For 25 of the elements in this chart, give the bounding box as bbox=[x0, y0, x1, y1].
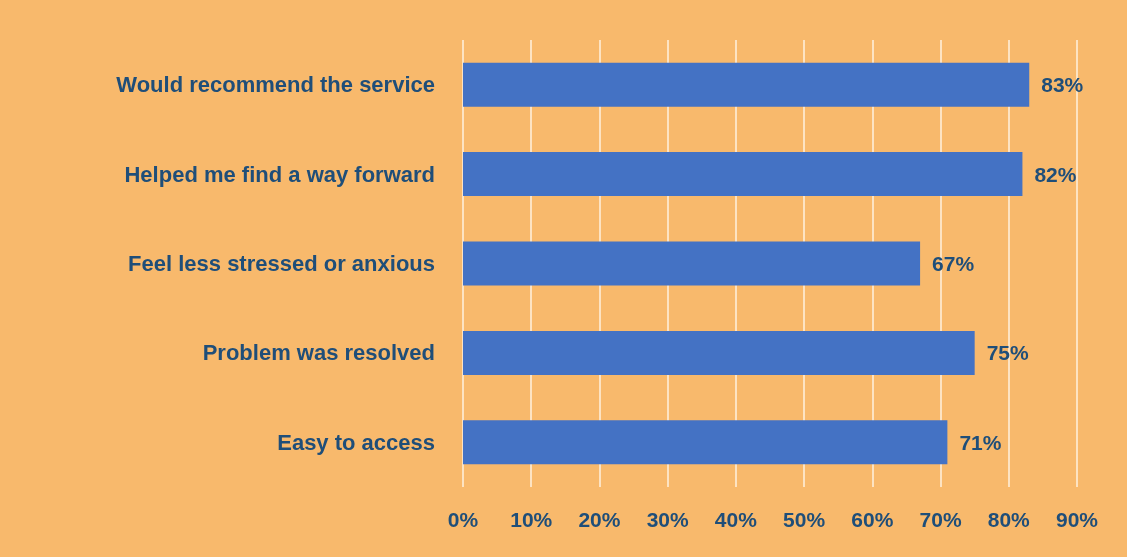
bar bbox=[463, 241, 921, 286]
y-tick-label: Problem was resolved bbox=[202, 340, 435, 366]
data-label: 75% bbox=[986, 341, 1030, 365]
y-tick-label: Feel less stressed or anxious bbox=[128, 251, 435, 276]
x-tick-label: 20% bbox=[578, 508, 621, 531]
data-label: 83% bbox=[1041, 73, 1084, 97]
x-tick-label: 40% bbox=[714, 508, 758, 531]
bar bbox=[463, 62, 1030, 107]
data-label: 67% bbox=[932, 252, 975, 275]
x-tick-label: 50% bbox=[783, 508, 826, 531]
x-tick-label: 90% bbox=[1055, 508, 1099, 531]
x-tick-label: 80% bbox=[987, 508, 1031, 531]
data-label: 82% bbox=[1034, 162, 1077, 186]
x-tick-label: 70% bbox=[919, 508, 962, 531]
bar bbox=[463, 152, 1023, 197]
x-tick-label: 60% bbox=[851, 508, 894, 531]
x-tick-label: 0% bbox=[447, 508, 479, 531]
x-tick-label: 10% bbox=[510, 508, 553, 531]
x-tick-label: 30% bbox=[646, 508, 690, 531]
y-tick-label: Helped me find a way forward bbox=[124, 161, 435, 187]
y-tick-label: Easy to access bbox=[277, 429, 435, 455]
bar bbox=[463, 330, 975, 375]
y-tick-label: Would recommend the service bbox=[116, 72, 435, 98]
bar bbox=[463, 420, 948, 465]
data-label: 71% bbox=[959, 430, 1002, 454]
